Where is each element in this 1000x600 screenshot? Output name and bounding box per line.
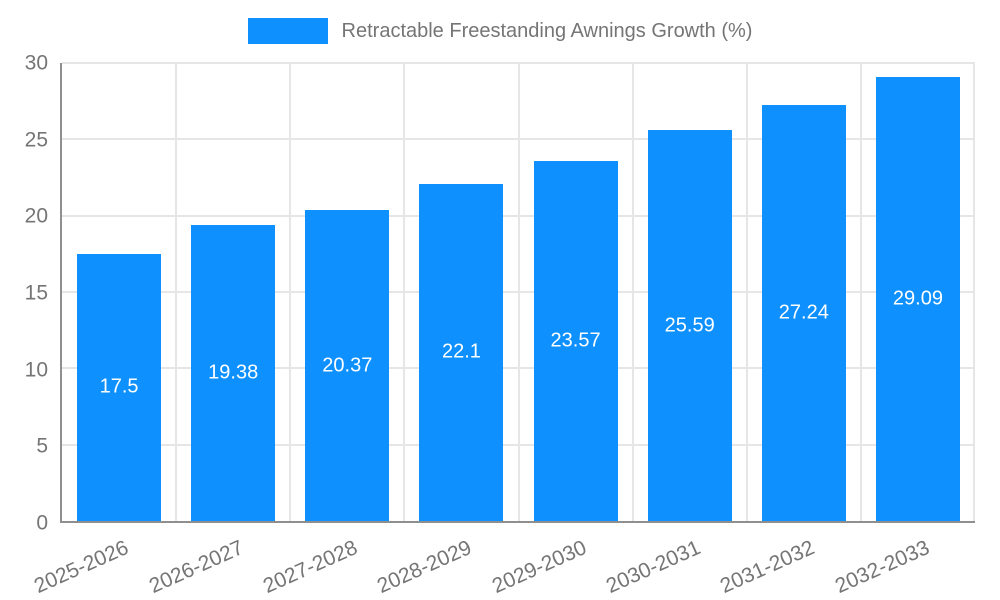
bar-value-label: 27.24 <box>778 301 829 324</box>
y-tick-label: 10 <box>24 358 48 382</box>
gridline-vertical <box>745 63 748 521</box>
y-axis: 0 5 10 15 20 25 30 <box>0 53 48 534</box>
x-tick-label: 2028-2029 <box>374 536 476 598</box>
bar-value-label: 19.38 <box>208 361 259 384</box>
bar-value-label: 22.1 <box>441 340 481 363</box>
legend-swatch <box>247 18 328 44</box>
grid-layer <box>62 62 975 521</box>
plot-area: 17.5 19.38 20.37 22.1 23.57 25.59 27.24 29.09 <box>60 62 975 523</box>
y-tick-label: 20 <box>24 204 48 228</box>
bar-2028-2029[interactable]: 22.1 <box>419 183 504 521</box>
x-tick-label: 2029-2030 <box>488 536 590 598</box>
bar-value-label: 17.5 <box>99 375 139 398</box>
chart-legend: Retractable Freestanding Awnings Growth … <box>0 18 1000 44</box>
x-tick-label: 2031-2032 <box>717 536 819 598</box>
x-tick-label: 2032-2033 <box>831 536 933 598</box>
bar-2025-2026[interactable]: 17.5 <box>77 253 162 521</box>
x-tick-label: 2027-2028 <box>259 536 361 598</box>
bar-2030-2031[interactable]: 25.59 <box>647 130 732 521</box>
gridline-vertical <box>517 63 520 521</box>
bar-value-label: 20.37 <box>322 354 373 377</box>
bar-value-label: 25.59 <box>664 314 715 337</box>
gridline-vertical <box>631 63 634 521</box>
bar-2027-2028[interactable]: 20.37 <box>305 210 390 521</box>
x-tick-label: 2026-2027 <box>145 536 247 598</box>
bar-2031-2032[interactable]: 27.24 <box>761 105 846 521</box>
bar-2032-2033[interactable]: 29.09 <box>875 76 960 521</box>
y-tick-label: 5 <box>36 434 48 458</box>
legend-label: Retractable Freestanding Awnings Growth … <box>341 19 753 42</box>
y-tick-label: 15 <box>24 281 48 305</box>
bar-2026-2027[interactable]: 19.38 <box>191 225 276 521</box>
x-tick-label: 2030-2031 <box>602 536 705 598</box>
y-tick-label: 30 <box>24 51 48 75</box>
x-tick-label: 2025-2026 <box>31 536 133 598</box>
bars-layer: 17.5 19.38 20.37 22.1 23.57 25.59 27.24 29.09 <box>62 63 975 521</box>
gridline-vertical <box>175 63 178 521</box>
y-tick-label: 25 <box>24 128 48 152</box>
bar-2029-2030[interactable]: 23.57 <box>533 161 618 521</box>
bar-value-label: 23.57 <box>550 329 601 352</box>
gridline-vertical <box>289 63 292 521</box>
x-axis: 2025-2026 2026-2027 2027-2028 2028-2029 2029… <box>31 525 975 600</box>
gridline-vertical <box>403 63 406 521</box>
gridline-vertical <box>973 63 975 521</box>
y-tick-label: 0 <box>36 511 48 535</box>
gridline-vertical <box>859 63 862 521</box>
bar-value-label: 29.09 <box>892 287 943 310</box>
